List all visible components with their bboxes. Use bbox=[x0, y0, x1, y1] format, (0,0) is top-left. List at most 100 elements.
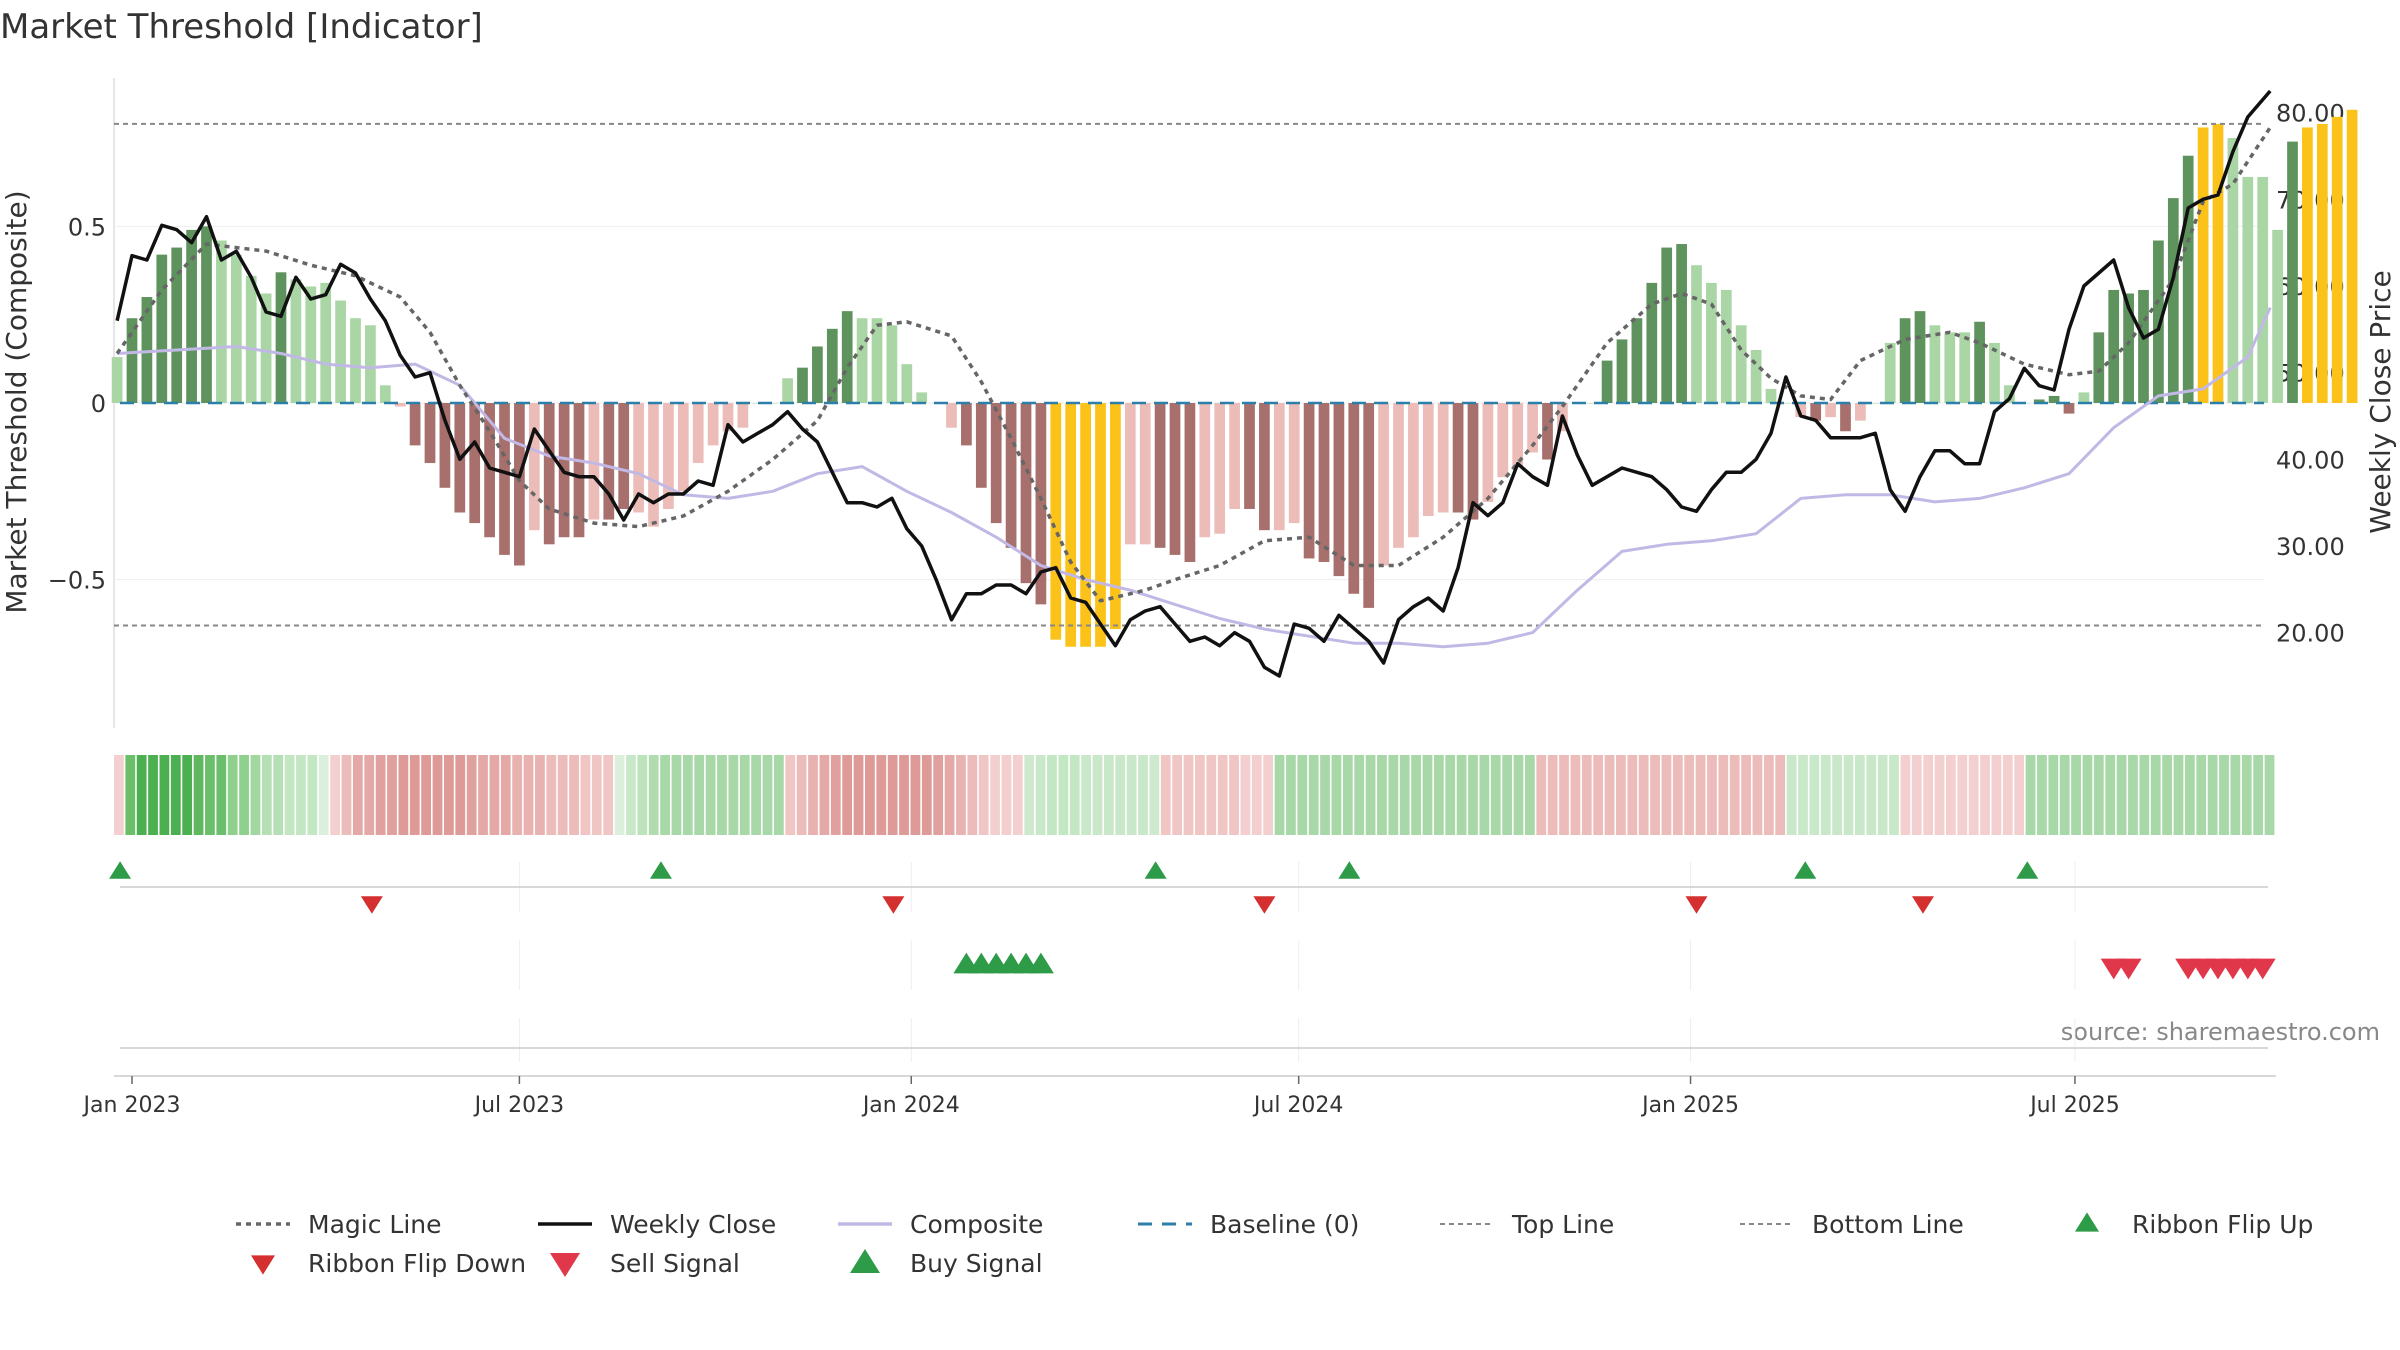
ribbon-cell bbox=[921, 755, 932, 835]
ribbon-cell bbox=[364, 755, 375, 835]
ribbon-cell bbox=[182, 755, 193, 835]
ribbon-cell bbox=[1866, 755, 1877, 835]
ribbon-cell bbox=[2059, 755, 2070, 835]
legend-item: Weekly Close bbox=[538, 1210, 776, 1239]
composite-bar bbox=[648, 403, 659, 527]
ribbon-cell bbox=[1889, 755, 1899, 835]
composite-bar bbox=[737, 403, 749, 428]
legend: Magic Line Weekly Close Composite Baseline … bbox=[236, 1210, 2313, 1278]
ribbon-cell bbox=[591, 755, 602, 835]
ribbon-cell bbox=[2093, 755, 2104, 835]
ribbon-cell bbox=[125, 755, 136, 835]
composite-bar bbox=[1586, 403, 1598, 404]
composite-bar bbox=[1214, 403, 1226, 534]
y-tick-label-left: 0 bbox=[91, 390, 106, 418]
ribbon-cell bbox=[865, 755, 875, 835]
main-plot-area: 0.50−0.580.0070.0060.0050.0040.0030.0020… bbox=[48, 78, 2358, 728]
ribbon-cell bbox=[557, 755, 568, 835]
ribbon-cell bbox=[2184, 755, 2195, 835]
composite-bar bbox=[722, 403, 734, 432]
ribbon-flip-up-marker bbox=[1338, 861, 1361, 879]
ribbon-cell bbox=[1877, 755, 1888, 835]
composite-bar bbox=[2242, 176, 2254, 403]
x-tick-label: Jul 2023 bbox=[473, 1093, 565, 1118]
ribbon-cell bbox=[762, 755, 773, 835]
composite-bar bbox=[812, 346, 823, 403]
ribbon-cell bbox=[1024, 755, 1035, 835]
composite-bar bbox=[1318, 403, 1330, 562]
ribbon-cell bbox=[1627, 755, 1638, 835]
composite-bar bbox=[1244, 403, 1255, 509]
composite-bar bbox=[588, 403, 600, 520]
ribbon-cell bbox=[1126, 755, 1137, 835]
ribbon-cell bbox=[1820, 755, 1831, 835]
ribbon-cell bbox=[808, 755, 818, 835]
ribbon-cell bbox=[1342, 755, 1353, 835]
composite-bar bbox=[916, 392, 928, 403]
ribbon-cell bbox=[990, 755, 1000, 835]
composite-bar bbox=[1765, 388, 1777, 403]
ribbon-cell bbox=[239, 755, 249, 835]
composite-bar bbox=[1735, 325, 1747, 403]
composite-bar bbox=[260, 293, 272, 403]
ribbon-flip-up-marker bbox=[1794, 861, 1817, 879]
legend-label: Top Line bbox=[1511, 1210, 1614, 1239]
composite-bar bbox=[1780, 403, 1792, 404]
composite-bar bbox=[2346, 109, 2358, 403]
legend-label: Ribbon Flip Up bbox=[2132, 1210, 2313, 1239]
ribbon-cell bbox=[512, 755, 523, 835]
ribbon-cell bbox=[1991, 755, 2002, 835]
composite-bar bbox=[856, 318, 868, 403]
ribbon-cell bbox=[1160, 755, 1171, 835]
ribbon-cell bbox=[614, 755, 625, 835]
composite-bar bbox=[2063, 403, 2075, 414]
composite-bar bbox=[2302, 127, 2313, 404]
composite-bar bbox=[2123, 293, 2134, 403]
x-tick-label: Jan 2023 bbox=[82, 1093, 181, 1118]
composite-bar bbox=[1065, 403, 1077, 647]
composite-bar bbox=[1750, 350, 1762, 403]
composite-bar bbox=[1378, 403, 1389, 566]
ribbon-cell bbox=[2219, 755, 2229, 835]
composite-bar bbox=[2272, 229, 2283, 403]
x-tick-label: Jul 2025 bbox=[2028, 1093, 2120, 1118]
ribbon-cell bbox=[853, 755, 864, 835]
composite-bar bbox=[201, 226, 212, 403]
x-tick-label: Jan 2024 bbox=[861, 1093, 960, 1118]
composite-bar bbox=[752, 403, 764, 404]
ribbon-cell bbox=[478, 755, 488, 835]
composite-bar bbox=[841, 311, 853, 403]
x-tick-label: Jul 2024 bbox=[1252, 1093, 1344, 1118]
composite-bar bbox=[1199, 403, 1211, 538]
ribbon-cell bbox=[1468, 755, 1478, 835]
composite-bar bbox=[245, 275, 257, 403]
ribbon-cell bbox=[2207, 755, 2218, 835]
ribbon-cell bbox=[1672, 755, 1683, 835]
ribbon-cell bbox=[2264, 755, 2275, 835]
composite-bar bbox=[1914, 311, 1926, 403]
composite-bar bbox=[692, 403, 704, 464]
composite-bar bbox=[1676, 244, 1687, 403]
weekly-close-line bbox=[115, 89, 2272, 678]
composite-bar bbox=[1184, 403, 1196, 562]
legend-item: Ribbon Flip Up bbox=[2075, 1210, 2313, 1239]
ribbon-cell bbox=[273, 755, 284, 835]
ribbon-cell bbox=[830, 755, 841, 835]
composite-bar bbox=[1631, 318, 1643, 403]
composite-bar bbox=[707, 403, 719, 446]
ribbon-flip-up-marker bbox=[649, 861, 672, 879]
composite-bar bbox=[961, 403, 972, 446]
ribbon-cell bbox=[1946, 755, 1956, 835]
ribbon-cell bbox=[819, 755, 830, 835]
y-tick-label-left: 0.5 bbox=[68, 213, 106, 241]
ribbon-cell bbox=[1798, 755, 1808, 835]
composite-bar bbox=[1348, 403, 1360, 594]
ribbon-cell bbox=[1616, 755, 1626, 835]
ribbon-cell bbox=[796, 755, 807, 835]
ribbon-cell bbox=[671, 755, 682, 835]
composite-bar bbox=[2078, 392, 2090, 403]
ribbon-cell bbox=[398, 755, 409, 835]
composite-bar bbox=[230, 254, 242, 403]
legend-label: Composite bbox=[910, 1210, 1043, 1239]
ribbon-cell bbox=[136, 755, 147, 835]
